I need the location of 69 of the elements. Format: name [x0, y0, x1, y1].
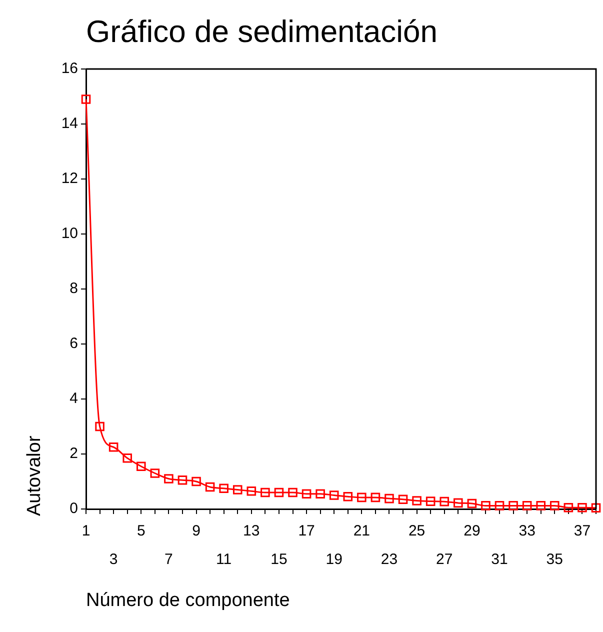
- x-tick-label: 7: [164, 550, 173, 568]
- point: [578, 502, 587, 512]
- x-tick-label: 15: [270, 550, 288, 568]
- point: [564, 502, 574, 512]
- point: [426, 496, 436, 506]
- x-tick-label: 37: [574, 522, 591, 540]
- y-tick-label: 0: [70, 500, 78, 518]
- x-axis-title: Número de componente: [86, 590, 290, 612]
- x-tick-label: 31: [491, 550, 508, 568]
- point: [384, 494, 394, 504]
- point: [122, 453, 132, 463]
- x-tick-label: 29: [464, 522, 480, 540]
- y-axis-title: Autovalor: [24, 436, 46, 516]
- point: [329, 490, 339, 500]
- chart-title: Gráfico de sedimentación: [86, 14, 438, 50]
- point: [370, 492, 380, 502]
- point: [136, 462, 146, 472]
- point: [164, 474, 174, 484]
- point: [508, 501, 518, 510]
- point: [494, 501, 504, 510]
- point: [274, 488, 284, 498]
- point: [522, 501, 532, 510]
- point: [536, 501, 546, 510]
- x-tick-label: 3: [109, 550, 118, 568]
- x-tick-label: 19: [326, 550, 342, 568]
- point: [232, 485, 242, 494]
- point: [219, 484, 228, 494]
- x-tick-label: 17: [298, 522, 315, 540]
- point: [260, 488, 270, 498]
- x-tick-label: 21: [353, 522, 370, 540]
- point: [246, 486, 256, 496]
- x-tick-label: 11: [216, 550, 232, 568]
- point: [412, 496, 422, 506]
- x-tick-label: 13: [243, 522, 260, 540]
- y-tick-label: 14: [61, 115, 78, 132]
- x-tick-label: 5: [136, 522, 146, 540]
- y-tick-label: 10: [61, 225, 78, 242]
- x-tick-label: 33: [518, 522, 536, 540]
- point: [591, 503, 601, 513]
- y-tick-label: 8: [70, 280, 78, 298]
- x-tick-label: 1: [82, 522, 90, 540]
- point: [150, 468, 160, 478]
- y-tick-label: 12: [61, 170, 78, 188]
- point: [288, 488, 298, 498]
- point: [178, 475, 188, 485]
- y-tick-label: 16: [61, 60, 78, 78]
- x-tick-label: 27: [436, 550, 453, 568]
- point: [316, 489, 325, 499]
- y-tick-label: 6: [70, 335, 78, 352]
- point: [467, 498, 477, 508]
- point: [398, 494, 408, 504]
- point: [454, 498, 463, 508]
- point: [108, 442, 118, 452]
- x-tick-label: 23: [380, 550, 398, 568]
- y-tick-label: 4: [70, 390, 78, 408]
- point: [205, 482, 215, 492]
- point: [302, 489, 312, 499]
- point: [550, 501, 560, 510]
- point: [343, 492, 353, 502]
- point: [440, 496, 450, 506]
- x-tick-label: 25: [408, 522, 426, 540]
- point: [481, 501, 490, 510]
- point: [81, 94, 91, 104]
- point: [357, 492, 366, 502]
- x-tick-label: 35: [546, 550, 563, 568]
- x-tick-label: 9: [192, 522, 200, 540]
- point: [192, 476, 201, 486]
- y-tick-label: 2: [70, 445, 78, 462]
- point: [95, 422, 104, 432]
